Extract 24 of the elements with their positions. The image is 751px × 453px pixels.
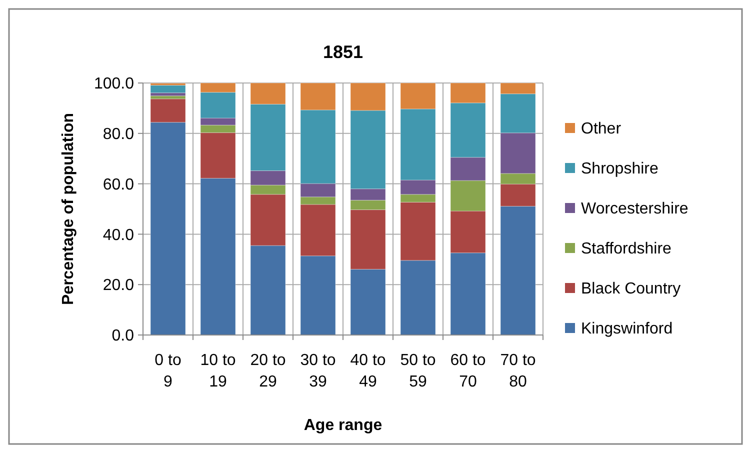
x-tick-label: 60 to 70 [450, 352, 486, 391]
x-tick-label: 50 to 59 [400, 352, 436, 391]
legend-label: Black Country [581, 280, 681, 298]
x-tick-label: 10 to 19 [200, 352, 236, 391]
legend-label: Staffordshire [581, 240, 672, 258]
y-tick-label: 80.0 [102, 126, 134, 143]
y-axis-title: Percentage of population [60, 112, 77, 306]
text: Kingswinford [581, 320, 673, 338]
bar [150, 85, 186, 94]
x-tick-label: 0 to 9 [154, 352, 182, 391]
legend-label: Other [581, 120, 622, 138]
y-tick-label: 0.0 [112, 328, 134, 345]
y-tick-label: 60.0 [102, 176, 134, 194]
legend-label: Shropshire [581, 160, 658, 178]
x-tick-label: 20 to 29 [250, 352, 286, 391]
x-tick-label: 30 to 39 [300, 352, 336, 391]
x-tick-label: 70 to 80 [500, 352, 536, 391]
legend-label: Worcestershire [581, 200, 688, 218]
y-tick-label: 100.0 [94, 76, 134, 93]
x-axis-title: Age range [304, 417, 382, 434]
y-tick-label: 40.0 [102, 226, 134, 244]
y-tick-label: 20.0 [102, 277, 134, 294]
chart-title: 1851 [322, 42, 364, 62]
x-tick-label: 40 to 49 [350, 352, 386, 391]
